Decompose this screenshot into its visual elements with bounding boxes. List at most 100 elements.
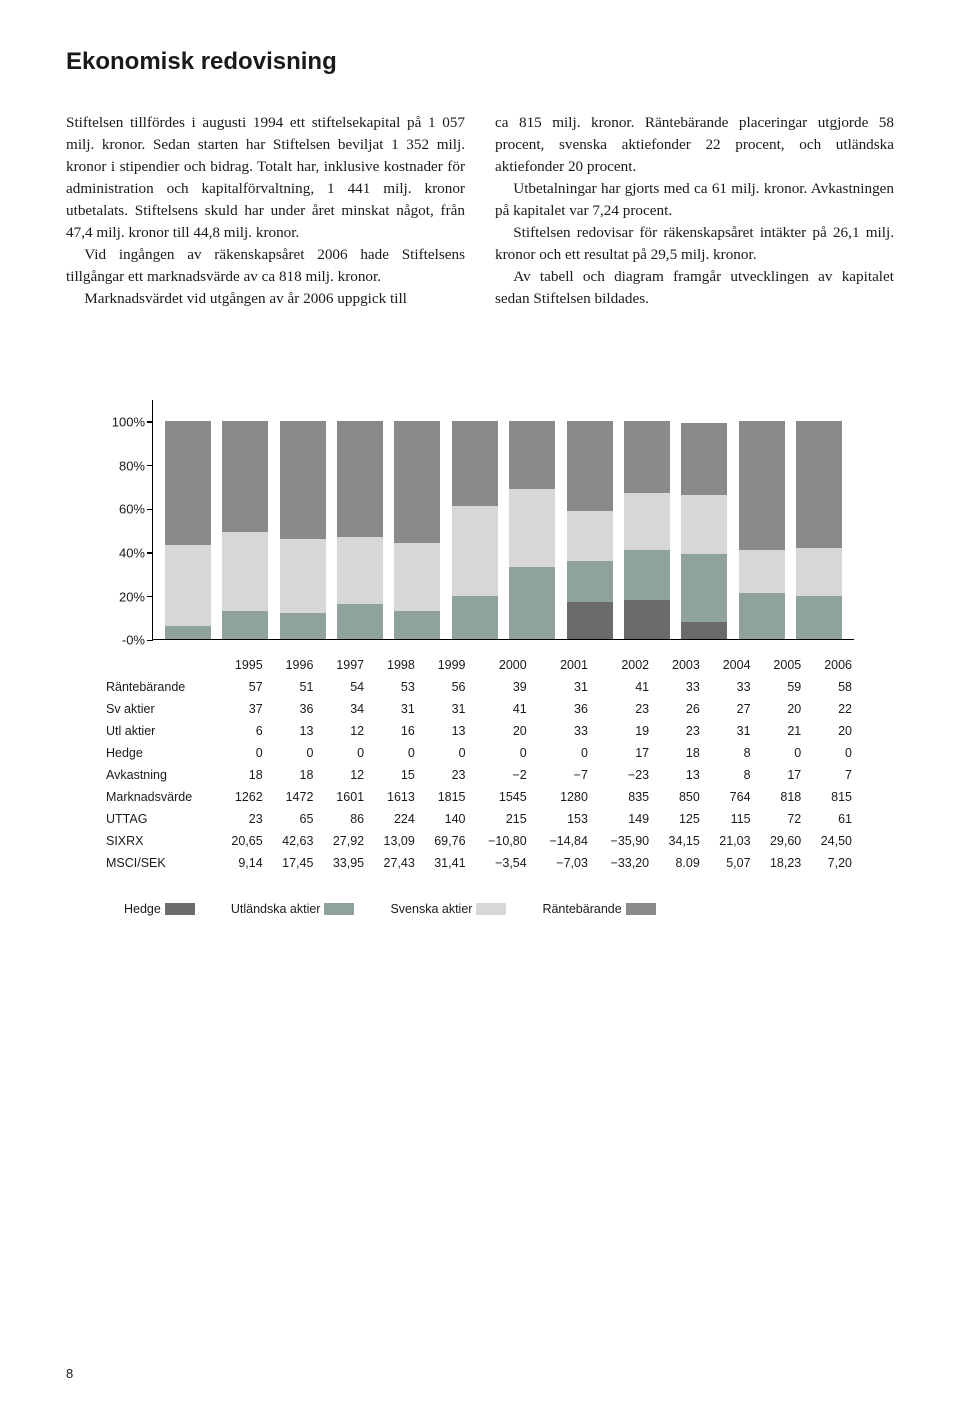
bar-segment-sv (509, 489, 555, 568)
legend-item: Utländska aktier (231, 902, 355, 916)
table-cell: 39 (468, 676, 529, 698)
table-year-cell: 2003 (651, 654, 702, 676)
table-cell: 20,65 (214, 830, 265, 852)
table-cell: −7,03 (529, 852, 590, 874)
table-cell: 31 (417, 698, 468, 720)
table-cell: 13 (651, 764, 702, 786)
table-row-label: Avkastning (106, 764, 214, 786)
table-cell: 1262 (214, 786, 265, 808)
table-cell: 36 (529, 698, 590, 720)
table-cell: 18 (651, 742, 702, 764)
legend-label: Utländska aktier (231, 902, 321, 916)
legend-label: Räntebärande (542, 902, 621, 916)
table-cell: 31 (366, 698, 417, 720)
legend-swatch (476, 903, 506, 915)
table-cell: 23 (214, 808, 265, 830)
para: Marknadsvärdet vid utgången av år 2006 u… (66, 288, 465, 310)
table-cell: 17 (590, 742, 651, 764)
bar-segment-sv (624, 493, 670, 550)
table-cell: 23 (651, 720, 702, 742)
table-cell: 31 (702, 720, 753, 742)
table-cell: 19 (590, 720, 651, 742)
table-cell: 65 (265, 808, 316, 830)
body-columns: Stiftelsen tillfördes i augusti 1994 ett… (66, 112, 894, 310)
table-row: UTTAG2365862241402151531491251157261 (106, 808, 854, 830)
table-cell: 0 (529, 742, 590, 764)
legend-swatch (626, 903, 656, 915)
table-header-row: 1995199619971998199920002001200220032004… (106, 654, 854, 676)
table-cell: 53 (366, 676, 417, 698)
bar (337, 421, 383, 639)
table-cell: 224 (366, 808, 417, 830)
table-cell: 8.09 (651, 852, 702, 874)
table-row-label: Sv aktier (106, 698, 214, 720)
table-cell: 215 (468, 808, 529, 830)
table-cell: 21 (753, 720, 804, 742)
bar (739, 421, 785, 639)
table-row: Marknadsvärde126214721601161318151545128… (106, 786, 854, 808)
table-row-label: Marknadsvärde (106, 786, 214, 808)
y-axis-tick (147, 596, 153, 598)
bar-segment-rb (165, 421, 211, 545)
bars-container (153, 400, 854, 639)
table-cell: 41 (468, 698, 529, 720)
table-cell: −33,20 (590, 852, 651, 874)
table-cell: 37 (214, 698, 265, 720)
table-cell: 42,63 (265, 830, 316, 852)
y-axis-label: 100% (101, 415, 145, 430)
column-right: ca 815 milj. kronor. Räntebärande placer… (495, 112, 894, 310)
bar (165, 421, 211, 639)
table-cell: 18 (265, 764, 316, 786)
bar (452, 421, 498, 639)
legend-swatch (165, 903, 195, 915)
bar (222, 421, 268, 639)
bar-segment-utl (624, 550, 670, 600)
table-year-cell: 1996 (265, 654, 316, 676)
table-row: SIXRX20,6542,6327,9213,0969,76−10,80−14,… (106, 830, 854, 852)
table-year-cell: 2004 (702, 654, 753, 676)
table-cell: 5,07 (702, 852, 753, 874)
bar (509, 421, 555, 639)
table-cell: 61 (803, 808, 854, 830)
bar-segment-hedge (681, 622, 727, 639)
table-cell: 23 (590, 698, 651, 720)
table-cell: 17,45 (265, 852, 316, 874)
bar-segment-sv (280, 539, 326, 613)
bar-segment-rb (222, 421, 268, 532)
bar-segment-sv (394, 543, 440, 611)
bar-segment-sv (681, 495, 727, 554)
y-axis-label: 20% (101, 589, 145, 604)
bar-segment-sv (165, 545, 211, 626)
table-cell: 153 (529, 808, 590, 830)
y-axis-tick (147, 509, 153, 511)
bar-segment-utl (280, 613, 326, 639)
table-cell: 57 (214, 676, 265, 698)
legend-label: Svenska aktier (390, 902, 472, 916)
bar-segment-rb (280, 421, 326, 539)
table-cell: 54 (315, 676, 366, 698)
table-cell: 16 (366, 720, 417, 742)
table-cell: −14,84 (529, 830, 590, 852)
table-year-cell: 2005 (753, 654, 804, 676)
table-cell: 12 (315, 720, 366, 742)
bar-segment-utl (394, 611, 440, 639)
table-cell: 58 (803, 676, 854, 698)
table-cell: 0 (366, 742, 417, 764)
para: Vid ingången av räkenskapsåret 2006 hade… (66, 244, 465, 288)
table-cell: 59 (753, 676, 804, 698)
table-cell: 764 (702, 786, 753, 808)
y-axis-tick (147, 640, 153, 642)
table-year-cell: 1999 (417, 654, 468, 676)
table-year-cell: 2000 (468, 654, 529, 676)
table-cell (106, 654, 214, 676)
table-cell: 13,09 (366, 830, 417, 852)
legend-item: Hedge (124, 902, 195, 916)
bar-segment-rb (394, 421, 440, 543)
table-cell: 1613 (366, 786, 417, 808)
table-cell: 125 (651, 808, 702, 830)
table-year-cell: 2002 (590, 654, 651, 676)
bar (567, 421, 613, 639)
table-cell: 33 (651, 676, 702, 698)
bar-segment-sv (222, 532, 268, 611)
table-cell: 8 (702, 742, 753, 764)
